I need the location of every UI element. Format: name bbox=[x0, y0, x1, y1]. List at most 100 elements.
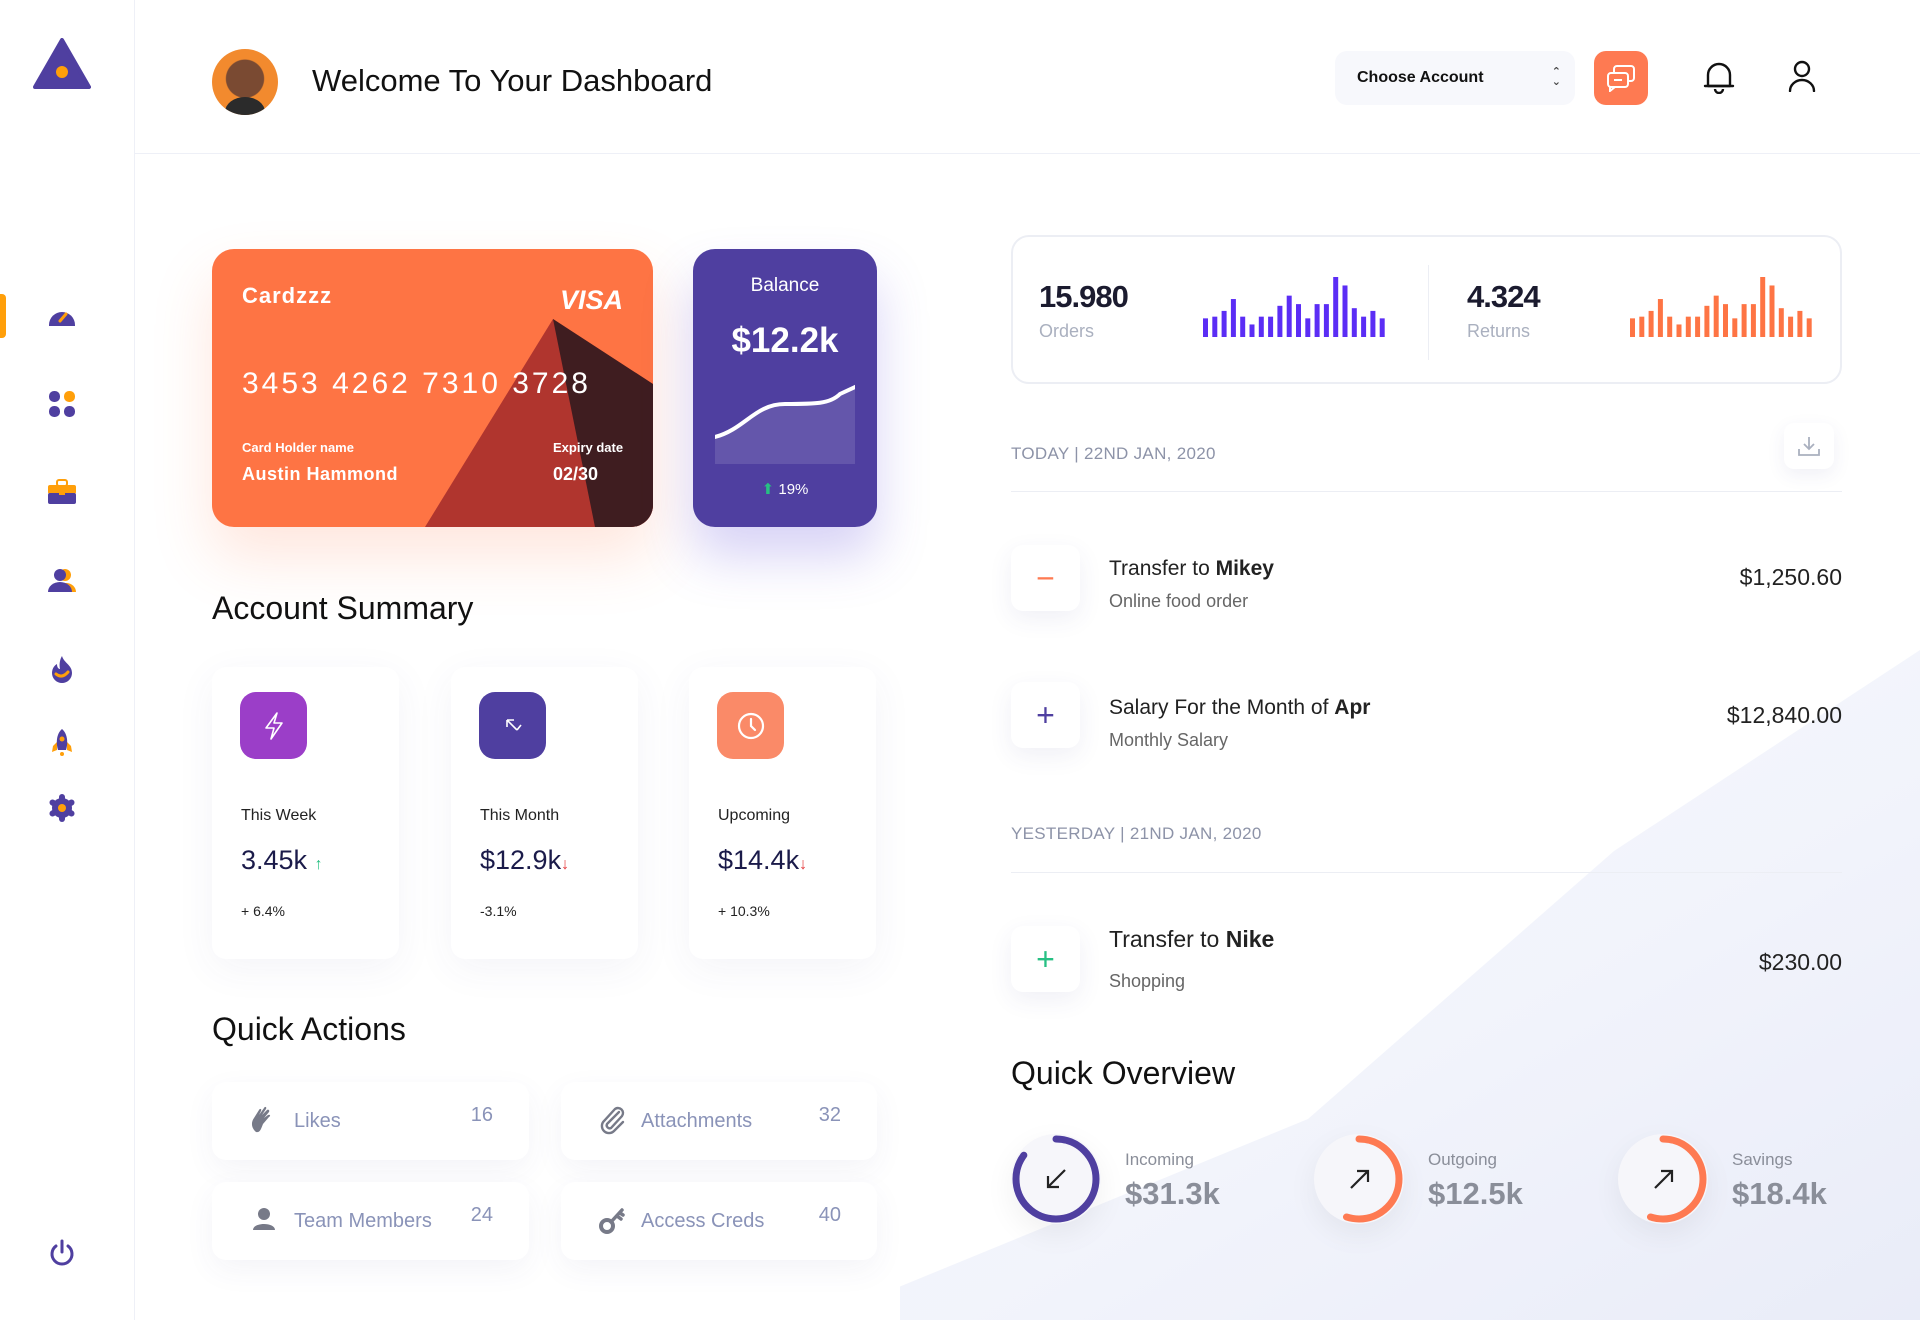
profile-button[interactable] bbox=[1787, 60, 1817, 97]
bar bbox=[1788, 316, 1794, 337]
sidebar-item-trending[interactable] bbox=[46, 653, 78, 685]
bar bbox=[1685, 316, 1691, 337]
transaction-subtitle: Online food order bbox=[1109, 591, 1249, 611]
bar bbox=[1379, 318, 1385, 337]
bar bbox=[1639, 316, 1645, 337]
balance-value: $12.2k bbox=[731, 321, 839, 360]
transaction-title[interactable]: Salary For the Month of Apr bbox=[1109, 696, 1371, 719]
arrow-up-left-icon bbox=[505, 718, 522, 731]
quick-action-count: 32 bbox=[818, 1104, 841, 1126]
sidebar-item-users[interactable] bbox=[46, 564, 78, 596]
returns-bar-chart bbox=[1630, 277, 1812, 337]
clock-icon bbox=[737, 712, 764, 739]
bar bbox=[1249, 324, 1255, 337]
transaction-title[interactable]: Transfer to Mikey bbox=[1109, 557, 1274, 580]
transaction-title[interactable]: Transfer to Nike bbox=[1109, 926, 1275, 952]
paperclip-icon bbox=[600, 1106, 625, 1135]
bar bbox=[1797, 310, 1803, 337]
summary-label: Upcoming bbox=[718, 807, 791, 824]
summary-card-this-month[interactable]: This Month $12.9k↓ -3.1% bbox=[451, 667, 638, 959]
sidebar-item-launch[interactable] bbox=[46, 727, 78, 759]
transaction-amount: $230.00 bbox=[1758, 949, 1842, 975]
progress-ring bbox=[1618, 1134, 1708, 1224]
progress-ring bbox=[1314, 1134, 1404, 1224]
lightning-icon bbox=[264, 711, 283, 740]
bar bbox=[1778, 308, 1784, 337]
quick-action-access-creds[interactable]: Access Creds 40 bbox=[561, 1182, 877, 1260]
sidebar-item-settings[interactable] bbox=[46, 792, 78, 824]
credit-card[interactable]: Cardzzz VISA 3453 4262 7310 3728 Card Ho… bbox=[212, 249, 653, 527]
active-indicator bbox=[0, 294, 6, 338]
quick-action-team-members[interactable]: Team Members 24 bbox=[212, 1182, 529, 1260]
overview-label: Outgoing bbox=[1428, 1150, 1497, 1169]
account-select[interactable]: Choose Account ⌃ ⌄ bbox=[1335, 51, 1575, 105]
balance-card[interactable]: Balance $12.2k ⬆ 19% bbox=[693, 249, 877, 527]
bar bbox=[1240, 316, 1246, 337]
logo[interactable] bbox=[33, 38, 91, 95]
bar bbox=[1258, 316, 1264, 337]
bar bbox=[1333, 277, 1339, 337]
bar bbox=[1212, 316, 1218, 337]
summary-card-this-week[interactable]: This Week 3.45k ↑ + 6.4% bbox=[212, 667, 399, 959]
arrow-down-icon: ↓ bbox=[799, 856, 808, 873]
bar bbox=[1277, 305, 1283, 337]
balance-change: ⬆ 19% bbox=[761, 481, 809, 498]
bar bbox=[1351, 308, 1357, 337]
overview-value: $18.4k bbox=[1732, 1176, 1827, 1211]
chat-icon bbox=[1607, 65, 1635, 92]
bar bbox=[1370, 310, 1376, 337]
download-button[interactable] bbox=[1784, 423, 1834, 469]
user-icon bbox=[1788, 60, 1816, 93]
arrow-down-icon: ↓ bbox=[561, 856, 570, 873]
bar bbox=[1760, 277, 1766, 337]
bar bbox=[1676, 324, 1682, 337]
divider bbox=[1011, 872, 1842, 873]
expiry-label: Expiry date bbox=[553, 440, 624, 455]
transaction-plus-icon: + bbox=[1011, 682, 1080, 748]
bar bbox=[1723, 304, 1728, 337]
sidebar-item-apps[interactable] bbox=[46, 388, 78, 420]
header-divider bbox=[135, 153, 1920, 154]
overview-value: $31.3k bbox=[1125, 1176, 1220, 1211]
returns-label: Returns bbox=[1467, 321, 1531, 341]
download-icon bbox=[1798, 437, 1820, 456]
stats-panel: 15.980 Orders 4.324 Returns bbox=[1011, 235, 1842, 384]
bar bbox=[1296, 304, 1301, 337]
person-icon bbox=[253, 1208, 275, 1230]
card-holder: Austin Hammond bbox=[242, 464, 399, 484]
divider bbox=[1011, 491, 1842, 492]
account-summary-title: Account Summary bbox=[212, 590, 474, 626]
avatar[interactable] bbox=[212, 49, 278, 115]
bar bbox=[1203, 318, 1208, 337]
rocket-icon bbox=[52, 729, 72, 756]
expiry-date: 02/30 bbox=[553, 464, 599, 484]
yesterday-label: YESTERDAY | 21ND JAN, 2020 bbox=[1011, 824, 1262, 843]
bar bbox=[1732, 318, 1738, 337]
quick-action-likes[interactable]: Likes 16 bbox=[212, 1082, 529, 1160]
account-select-value: Choose Account bbox=[1357, 69, 1484, 86]
bar bbox=[1305, 318, 1311, 337]
arrow-down-left-icon bbox=[1046, 1169, 1066, 1189]
card-number: 3453 4262 7310 3728 bbox=[242, 367, 591, 400]
quick-action-attachments[interactable]: Attachments 32 bbox=[561, 1082, 877, 1160]
arrow-up-right-icon bbox=[1654, 1169, 1674, 1189]
bar bbox=[1769, 285, 1775, 337]
sidebar-item-dashboard[interactable] bbox=[46, 300, 78, 332]
page-title: Welcome To Your Dashboard bbox=[312, 63, 713, 98]
bar bbox=[1806, 318, 1812, 337]
summary-card-upcoming[interactable]: Upcoming $14.4k↓ + 10.3% bbox=[689, 667, 876, 959]
key-icon bbox=[599, 1208, 625, 1234]
notifications-button[interactable] bbox=[1703, 60, 1735, 99]
logout-button[interactable] bbox=[46, 1237, 78, 1269]
bar bbox=[1648, 310, 1654, 337]
bar bbox=[1314, 304, 1320, 337]
messages-button[interactable] bbox=[1594, 51, 1648, 105]
transaction-subtitle: Monthly Salary bbox=[1109, 730, 1229, 750]
bar bbox=[1750, 304, 1756, 337]
quick-action-label: Likes bbox=[294, 1110, 341, 1132]
summary-change: -3.1% bbox=[480, 903, 517, 919]
card-pattern bbox=[425, 319, 653, 527]
sidebar-item-portfolio[interactable] bbox=[46, 476, 78, 508]
bar bbox=[1667, 316, 1673, 337]
visa-logo: VISA bbox=[559, 285, 623, 315]
